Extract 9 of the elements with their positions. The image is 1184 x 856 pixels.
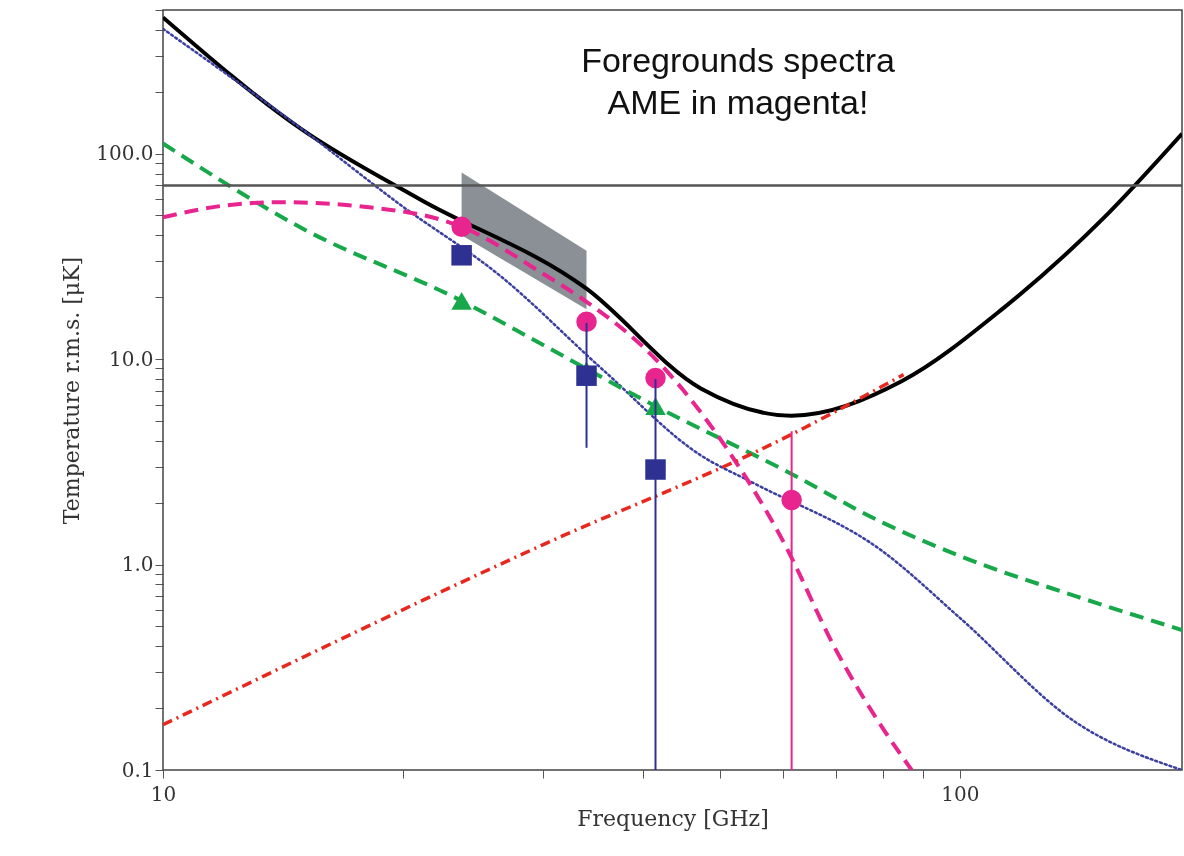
x-axis-title: Frequency [GHz] bbox=[577, 805, 769, 831]
y-tick-label: 100.0 bbox=[96, 141, 154, 166]
x-tick-label: 10 bbox=[150, 781, 177, 806]
y-axis-title: Temperature r.m.s. [μK] bbox=[59, 256, 85, 525]
y-tick-label: 0.1 bbox=[121, 757, 154, 782]
y-tick-label: 1.0 bbox=[121, 552, 154, 577]
x-tick-label: 100 bbox=[941, 781, 980, 806]
y-tick-label: 10.0 bbox=[108, 346, 154, 371]
annotation: Foregrounds spectra AME in magenta! bbox=[581, 41, 895, 121]
